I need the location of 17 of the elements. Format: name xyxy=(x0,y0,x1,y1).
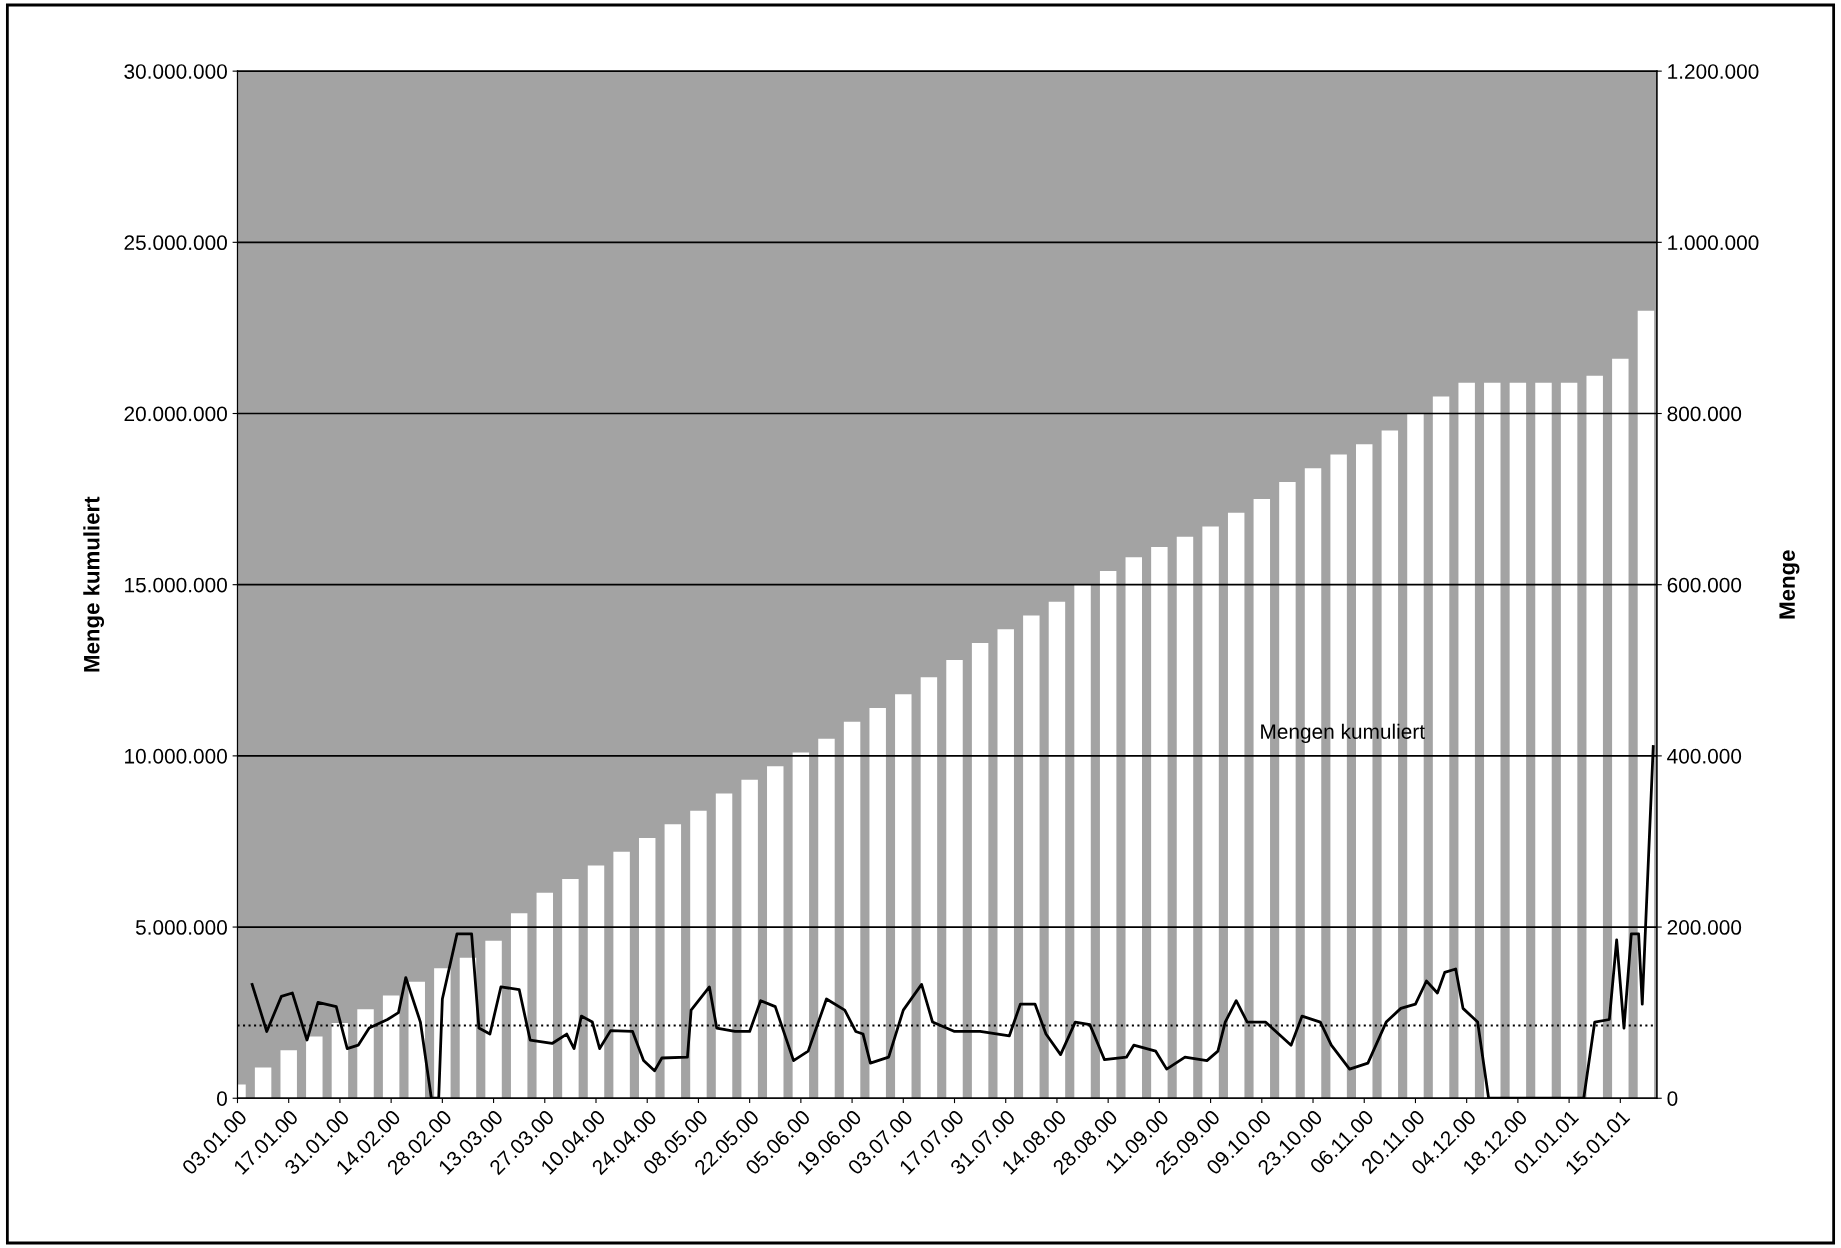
y2-tick-label: 1.000.000 xyxy=(1668,235,1759,251)
annotation: Mengen kumuliert xyxy=(1261,723,1425,744)
y-axis-title: Menge kumuliert xyxy=(83,496,105,672)
y-tick-label: 25.000.000 xyxy=(124,235,227,251)
y2-tick-label: 0 xyxy=(1667,1091,1678,1106)
y2-tick-label: 200.000 xyxy=(1667,920,1742,935)
y2-tick-label: 400.000 xyxy=(1667,748,1742,764)
y-tick-label: 10.000.000 xyxy=(125,748,227,764)
y-tick-label: 20.000.000 xyxy=(124,406,227,422)
y2-axis-title: Menge xyxy=(1779,550,1800,619)
y2-tick-label: 600.000 xyxy=(1667,577,1742,593)
y-tick-label: 0 xyxy=(217,1091,227,1106)
y2-tick-label: 800.000 xyxy=(1667,406,1742,422)
y-tick-label: 30.000.000 xyxy=(124,64,227,79)
y-tick-label: 15.000.000 xyxy=(125,577,227,593)
y2-tick-label: 1.200.000 xyxy=(1668,64,1759,79)
y-tick-label: 5.000.000 xyxy=(135,920,227,935)
